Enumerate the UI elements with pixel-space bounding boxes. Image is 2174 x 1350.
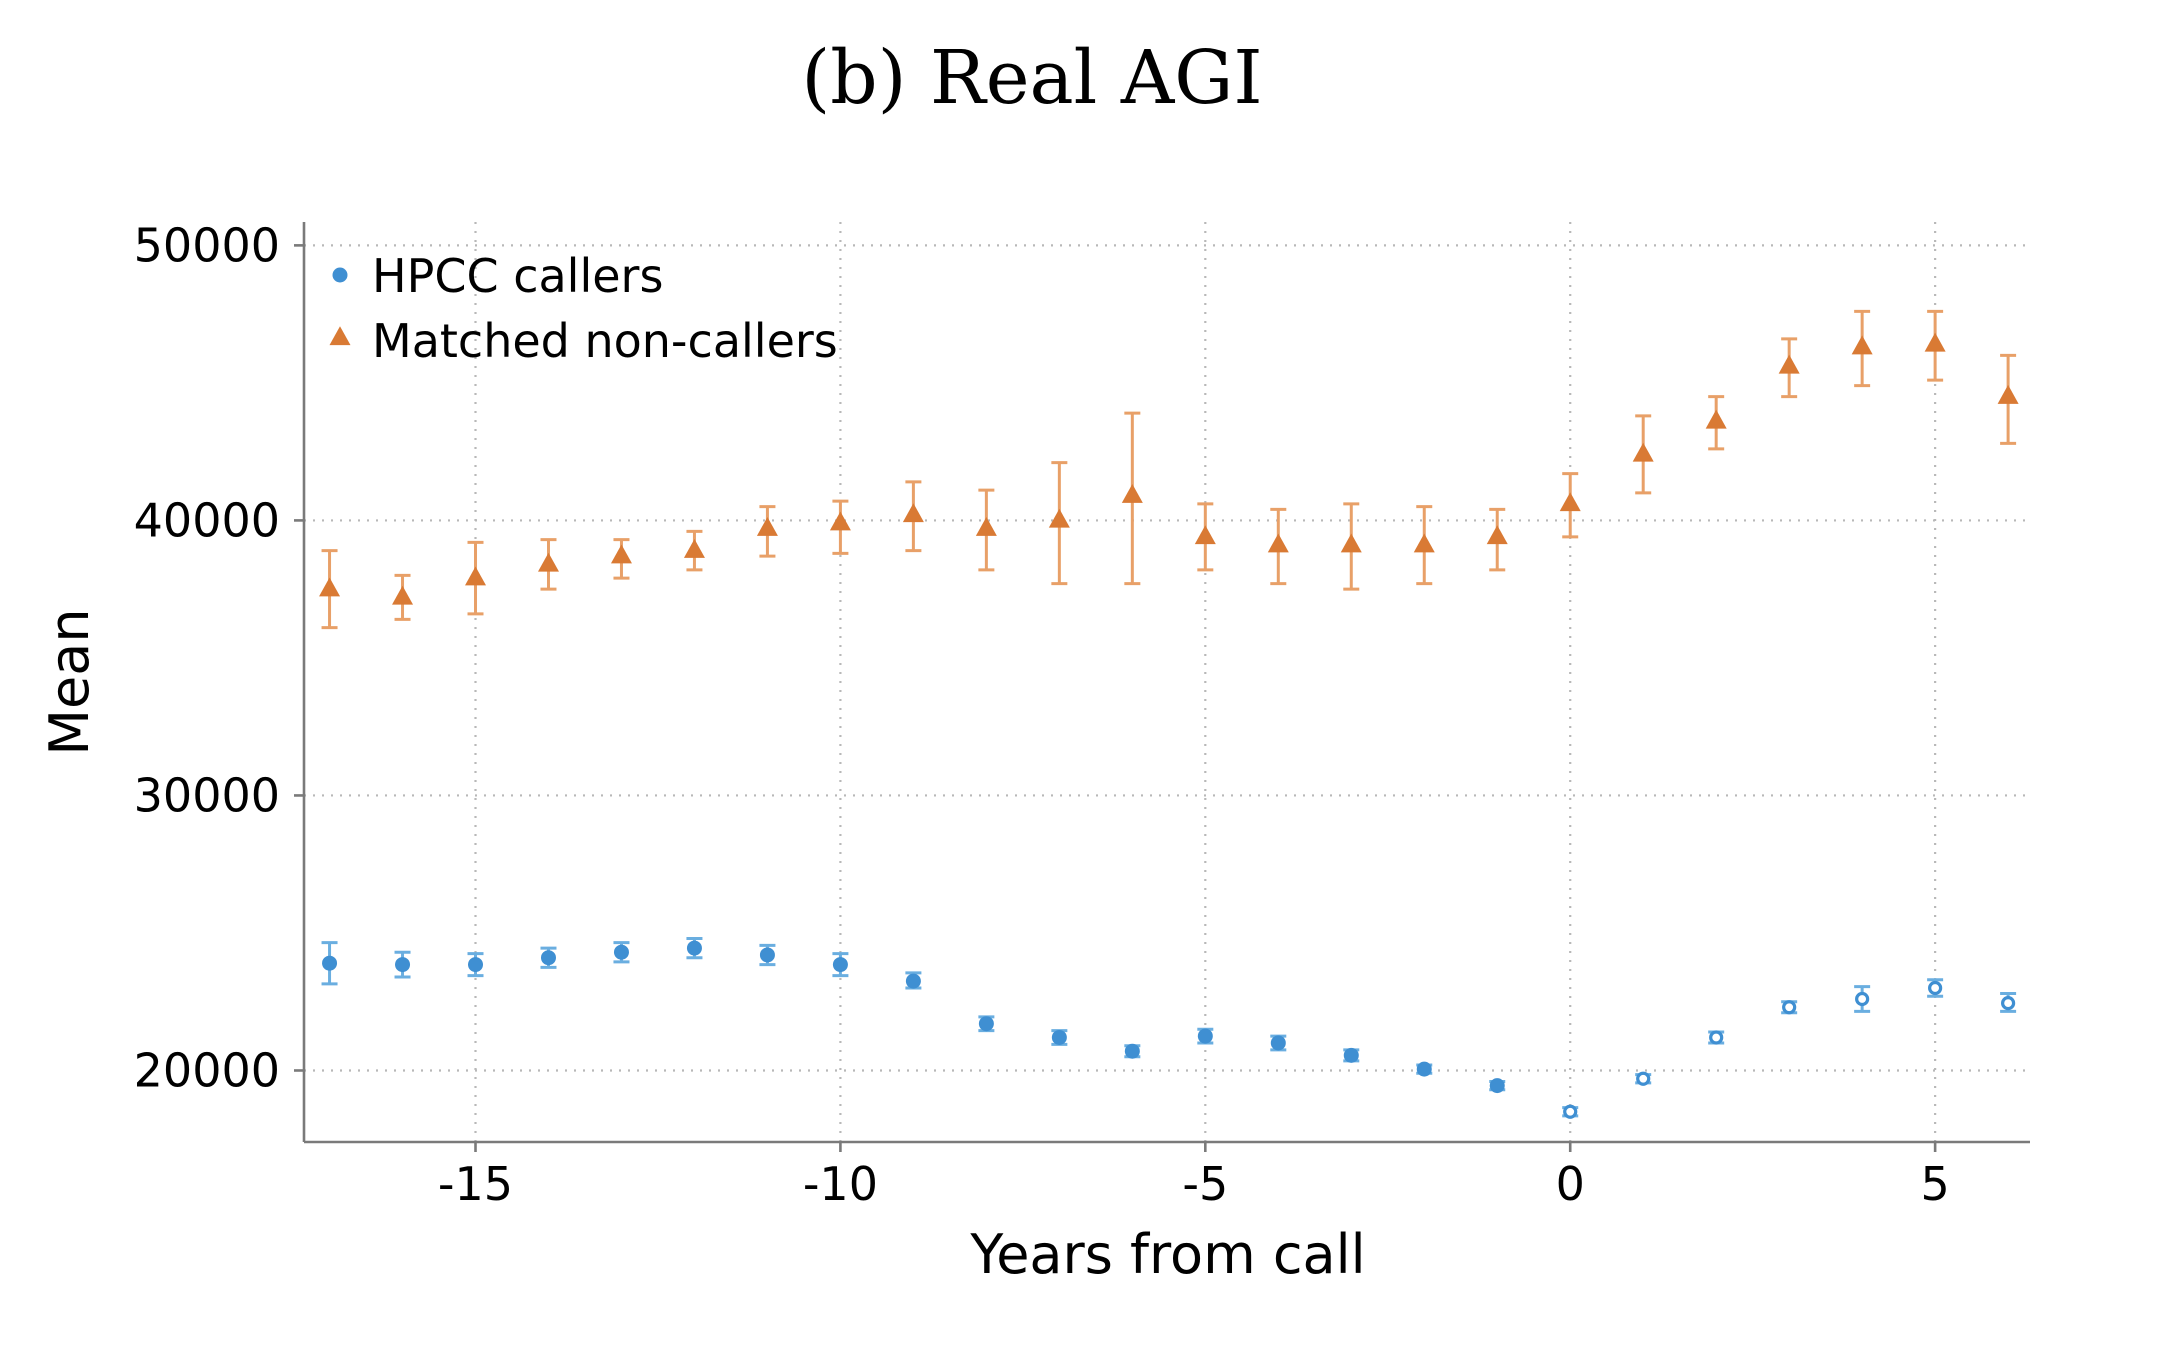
data-point-circle-hollow (1928, 980, 1943, 996)
data-point-circle (978, 1016, 994, 1032)
data-point-circle (540, 950, 556, 966)
data-point-circle (613, 944, 629, 960)
data-point-circle (1489, 1078, 1505, 1094)
data-point-triangle (1121, 483, 1143, 503)
data-point-triangle (1413, 533, 1435, 553)
legend-label-matched-non-callers: Matched non-callers (372, 314, 838, 368)
data-point-triangle (319, 577, 341, 597)
data-point-circle (1270, 1035, 1286, 1051)
data-point-circle (395, 957, 411, 973)
data-point-triangle (975, 516, 997, 536)
x-tick-label: 5 (1920, 1157, 1949, 1211)
data-point-circle (1051, 1029, 1067, 1045)
x-tick-label: -15 (438, 1157, 513, 1211)
legend-marker-matched-non-callers (329, 326, 351, 346)
x-tick-label: 0 (1556, 1157, 1585, 1211)
series-matched-non-callers (319, 309, 2019, 630)
data-point-triangle (902, 503, 924, 523)
data-layer (319, 309, 2019, 1119)
data-point-triangle (1705, 409, 1727, 429)
data-point-circle-hollow (1782, 1000, 1797, 1015)
data-point-triangle (1340, 533, 1362, 553)
series-hpcc-callers (321, 936, 2017, 1119)
data-point-triangle (465, 566, 487, 586)
data-point-circle (1343, 1047, 1359, 1063)
data-point-triangle (683, 538, 705, 558)
data-point-circle-hollow (1636, 1071, 1651, 1086)
y-axis-label: Mean (38, 608, 101, 755)
y-tick-label: 40000 (134, 493, 280, 547)
axis-layer: -15 -10 -5 0 5 20000 30000 40000 50000 (134, 218, 2030, 1211)
y-tick-label: 20000 (134, 1043, 280, 1097)
legend-label-hpcc-callers: HPCC callers (372, 249, 663, 303)
data-point-triangle (1778, 354, 1800, 374)
data-point-triangle (1559, 492, 1581, 512)
data-point-triangle (1924, 332, 1946, 352)
data-point-circle (686, 940, 702, 956)
data-point-triangle (1486, 525, 1508, 545)
y-tick-label: 50000 (134, 218, 280, 272)
data-point-circle (322, 955, 338, 971)
data-point-triangle (829, 511, 851, 531)
data-point-circle-hollow (1855, 991, 1870, 1007)
data-point-triangle (392, 585, 414, 605)
data-point-circle (468, 957, 484, 973)
data-point-triangle (1851, 335, 1873, 355)
data-point-triangle (610, 544, 632, 564)
data-point-triangle (1267, 533, 1289, 553)
data-point-circle (832, 957, 848, 973)
data-point-triangle (1997, 384, 2019, 404)
data-point-circle (1197, 1028, 1213, 1044)
x-axis-label: Years from call (969, 1223, 1365, 1286)
data-point-triangle (756, 516, 778, 536)
data-point-circle (759, 947, 775, 963)
data-point-triangle (1632, 442, 1654, 462)
x-tick-label: -10 (803, 1157, 878, 1211)
legend: HPCC callers Matched non-callers (329, 249, 838, 368)
data-point-circle (905, 973, 921, 989)
x-tick-label: -5 (1182, 1157, 1228, 1211)
data-point-triangle (1194, 525, 1216, 545)
legend-marker-hpcc-callers (332, 267, 348, 283)
data-point-circle-hollow (1709, 1030, 1724, 1045)
chart-title: (b) Real AGI (801, 35, 1262, 121)
data-point-triangle (537, 552, 559, 572)
data-point-triangle (1048, 508, 1070, 528)
y-tick-label: 30000 (134, 768, 280, 822)
data-point-circle-hollow (1563, 1104, 1578, 1119)
data-point-circle (1124, 1043, 1140, 1059)
data-point-circle-hollow (2001, 996, 2016, 1011)
data-point-circle (1416, 1061, 1432, 1077)
